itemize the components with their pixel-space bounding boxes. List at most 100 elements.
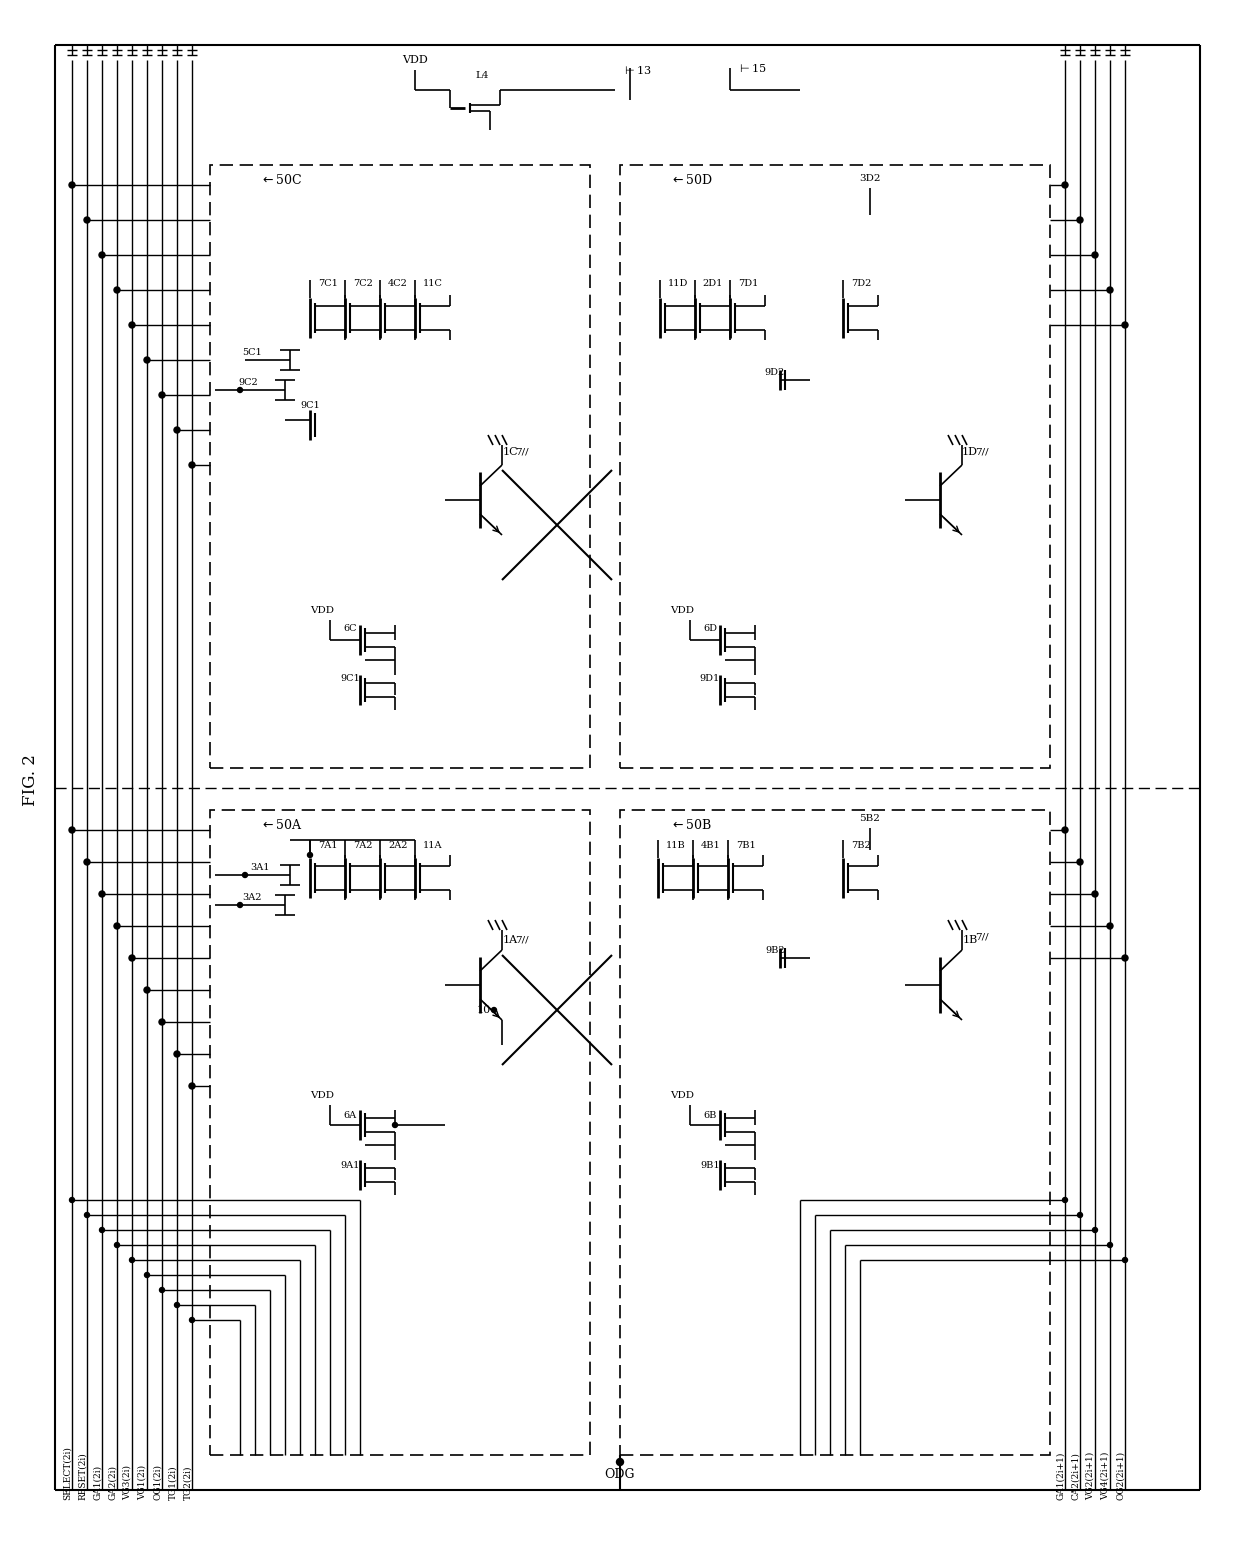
Text: $\leftarrow$50A: $\leftarrow$50A [260,818,303,832]
Text: 9B1: 9B1 [701,1161,719,1169]
Text: RESET(2i): RESET(2i) [78,1452,87,1500]
Circle shape [84,860,91,866]
Text: 11C: 11C [423,278,443,288]
Text: 11A: 11A [423,841,443,849]
Circle shape [616,1458,624,1466]
Circle shape [129,955,135,962]
Text: FIG. 2: FIG. 2 [21,754,38,805]
Text: VDD: VDD [670,1090,694,1099]
Circle shape [491,1008,496,1013]
Circle shape [129,1257,134,1263]
Circle shape [175,1302,180,1308]
Circle shape [84,1212,89,1218]
Circle shape [1107,923,1114,929]
Text: 7//: 7// [975,447,988,456]
Text: VG2(2i+1): VG2(2i+1) [1086,1452,1095,1500]
Bar [620,165,1050,768]
Text: 9D1: 9D1 [699,674,720,682]
Circle shape [1063,1198,1068,1203]
Text: 3A1: 3A1 [250,863,270,872]
Text: 6A: 6A [343,1110,357,1119]
Text: VG3(2i): VG3(2i) [123,1466,131,1500]
Text: OG1(2i): OG1(2i) [153,1464,162,1500]
Circle shape [188,1084,195,1088]
Circle shape [238,388,243,393]
Text: OG2(2i+1): OG2(2i+1) [1116,1450,1125,1500]
Text: 2A2: 2A2 [388,841,408,849]
Circle shape [99,1228,104,1232]
Text: 7A2: 7A2 [353,841,373,849]
Text: $\vdash$15: $\vdash$15 [737,62,766,74]
Text: 1D: 1D [962,447,978,458]
Bar [210,165,590,768]
Circle shape [308,852,312,858]
Text: 6B: 6B [703,1110,717,1119]
Text: 11B: 11B [666,841,686,849]
Circle shape [1122,955,1128,962]
Text: 1C: 1C [502,447,518,458]
Circle shape [144,986,150,993]
Circle shape [1107,288,1114,294]
Text: 2D1: 2D1 [703,278,723,288]
Text: 7B1: 7B1 [737,841,756,849]
Text: TG1(2i): TG1(2i) [167,1466,177,1500]
Circle shape [69,827,74,833]
Text: VDD: VDD [310,1090,334,1099]
Text: SELECT(2i): SELECT(2i) [63,1446,72,1500]
Circle shape [114,923,120,929]
Text: VG1(2i): VG1(2i) [138,1466,148,1500]
Text: 9C1: 9C1 [340,674,360,682]
Text: 7//: 7// [515,935,528,945]
Text: 3A2: 3A2 [242,892,262,901]
Text: CA2(2i+1): CA2(2i+1) [1071,1452,1080,1500]
Circle shape [1061,182,1068,189]
Text: 10: 10 [477,1005,491,1016]
Circle shape [144,357,150,363]
Text: VDD: VDD [402,56,428,65]
Text: 5B2: 5B2 [859,813,880,822]
Text: L4: L4 [475,71,489,79]
Circle shape [1078,860,1083,866]
Text: 11D: 11D [668,278,688,288]
Circle shape [190,1317,195,1322]
Circle shape [174,427,180,433]
Text: VG4(2i+1): VG4(2i+1) [1101,1452,1110,1500]
Text: VDD: VDD [310,606,334,614]
Circle shape [160,1288,165,1292]
Circle shape [69,1198,74,1203]
Circle shape [1122,322,1128,328]
Text: $\vdash$13: $\vdash$13 [622,63,651,76]
Text: 1B: 1B [962,935,977,945]
Text: 7D2: 7D2 [851,278,872,288]
Text: 9B2: 9B2 [765,946,785,954]
Text: 9D2: 9D2 [765,368,785,377]
Circle shape [99,252,105,258]
Text: 6D: 6D [703,623,717,632]
Circle shape [174,1051,180,1057]
Circle shape [393,1122,398,1127]
Text: TG2(2i): TG2(2i) [184,1466,192,1500]
Circle shape [1078,216,1083,223]
Text: GA1(2i+1): GA1(2i+1) [1056,1452,1065,1500]
Text: 7C1: 7C1 [319,278,339,288]
Text: 5C1: 5C1 [242,348,262,357]
Circle shape [1092,890,1097,897]
Circle shape [1061,827,1068,833]
Text: 4B1: 4B1 [701,841,720,849]
Text: 7D1: 7D1 [738,278,758,288]
Text: 9C1: 9C1 [300,400,320,410]
Bar [620,810,1050,1455]
Circle shape [99,890,105,897]
Circle shape [114,288,120,294]
Text: GA2(2i): GA2(2i) [108,1466,117,1500]
Text: 7A1: 7A1 [319,841,337,849]
Text: ODG: ODG [605,1469,635,1481]
Text: 1A: 1A [502,935,517,945]
Text: 7B2: 7B2 [851,841,870,849]
Circle shape [129,322,135,328]
Text: $\leftarrow$50B: $\leftarrow$50B [670,818,712,832]
Bar [210,810,590,1455]
Text: 7//: 7// [975,932,988,942]
Text: $\leftarrow$50D: $\leftarrow$50D [670,173,713,187]
Circle shape [1078,1212,1083,1218]
